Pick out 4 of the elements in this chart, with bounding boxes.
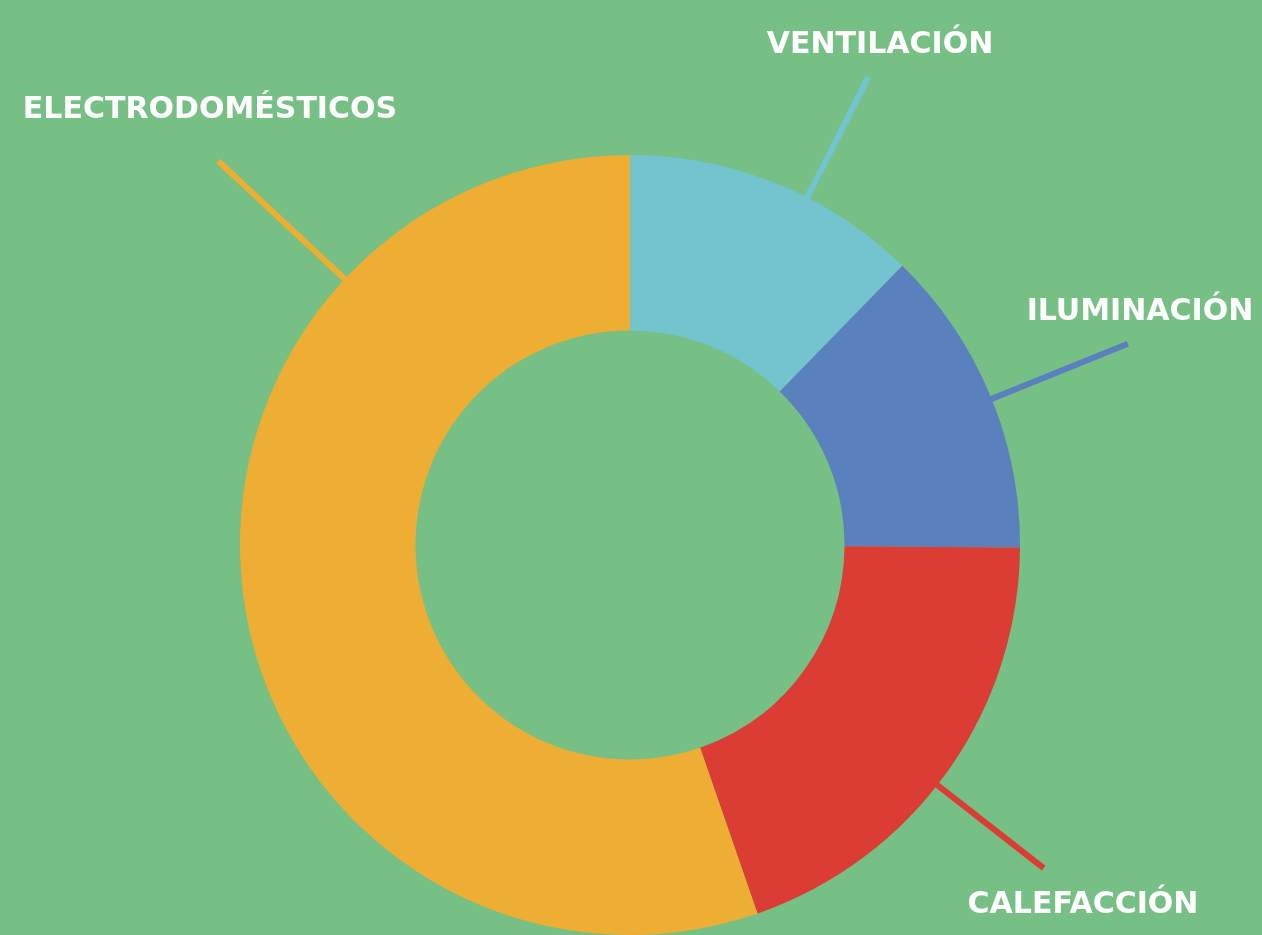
slice-label: ELECTRODOMÉSTICOS <box>22 89 398 125</box>
slice-label: ILUMINACIÓN <box>1026 290 1254 327</box>
slice-label: CALEFACCIÓN <box>967 883 1199 920</box>
slice-label: VENTILACIÓN <box>766 23 994 60</box>
